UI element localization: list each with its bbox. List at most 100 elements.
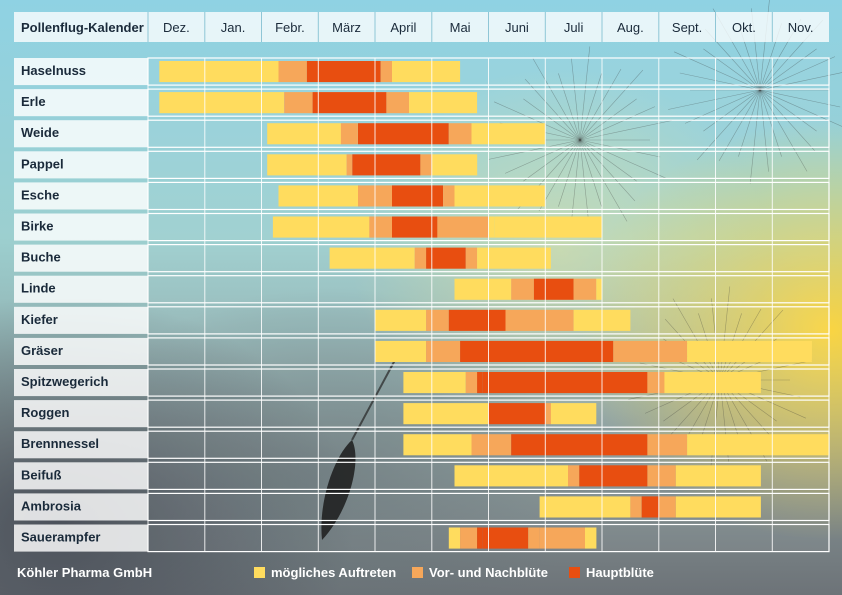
dandelion-filament: [579, 68, 622, 141]
bloom-segment-possible: [159, 61, 279, 83]
plant-row: Beifuß: [14, 461, 830, 490]
bloom-segment-main: [477, 527, 483, 549]
plant-row: Kiefer: [14, 306, 830, 335]
bloom-segment-prepost: [375, 216, 392, 238]
plant-label-cell: [14, 275, 148, 303]
plant-label-cell: [14, 306, 148, 334]
bloom-segment-prepost: [568, 465, 580, 487]
bloom-segment-possible: [687, 434, 829, 456]
month-gridlines: [147, 58, 830, 552]
bloom-segment-prepost: [647, 434, 688, 456]
plant-label-cell: [14, 58, 148, 86]
bloom-segment-possible: [403, 403, 489, 425]
plant-name: Roggen: [21, 405, 69, 420]
bloom-segment-main: [392, 185, 444, 207]
bloom-segment-prepost: [465, 372, 478, 394]
chart-title: Pollenflug-Kalender: [21, 20, 144, 35]
legend-item-main: Hauptblüte: [569, 565, 654, 580]
bloom-segment-possible: [431, 154, 478, 176]
bloom-segment-main: [312, 92, 387, 114]
plant-row: Erle: [14, 88, 830, 117]
plant-name: Brennnessel: [21, 436, 99, 451]
month-header: Pollenflug-Kalender Dez. Jan. Febr. März Apr…: [14, 12, 829, 42]
bloom-segment-possible: [448, 527, 461, 549]
bloom-segment-prepost: [465, 247, 478, 269]
month-label: Aug.: [617, 20, 644, 35]
plant-row: Haselnuss: [14, 57, 830, 86]
plant-row: Weide: [14, 119, 830, 148]
bloom-segment-prepost: [471, 434, 489, 456]
plant-name: Ambrosia: [21, 498, 82, 513]
bloom-segment-main: [431, 247, 466, 269]
bloom-segment-possible: [267, 123, 341, 145]
plant-name: Buche: [21, 250, 61, 265]
month-label: April: [390, 20, 416, 35]
plant-row: Linde: [14, 275, 830, 304]
bloom-segment-prepost: [647, 372, 659, 394]
plant-label-cell: [14, 369, 148, 397]
plant-rows: Haselnuss Erle Weide Pappel Esche Birke Buche L…: [14, 57, 830, 553]
dandelion-filament: [579, 69, 644, 141]
month-label: Nov.: [788, 20, 814, 35]
month-header-background: [14, 12, 829, 42]
plant-name: Linde: [21, 281, 56, 296]
plant-label-cell: [14, 400, 148, 428]
plant-name: Haselnuss: [21, 63, 86, 78]
plant-name: Spitzwegerich: [21, 374, 108, 389]
plant-label-cell: [14, 151, 148, 179]
legend-swatch: [254, 567, 265, 578]
bloom-segment-possible: [550, 403, 597, 425]
plant-label-cell: [14, 89, 148, 117]
plant-row: Brennnessel: [14, 430, 830, 459]
bloom-segment-prepost: [420, 154, 432, 176]
bloom-segment-possible: [375, 340, 427, 362]
dandelion-filament: [759, 89, 808, 172]
legend-label: mögliches Auftreten: [271, 565, 397, 580]
dandelion-filament: [579, 139, 636, 202]
bloom-segment-prepost: [448, 123, 472, 145]
bloom-segment-prepost: [488, 434, 512, 456]
bloom-segment-main: [426, 247, 432, 269]
bloom-segment-prepost: [528, 527, 540, 549]
bloom-segment-prepost: [647, 465, 676, 487]
bloom-segment-possible: [409, 92, 478, 114]
bloom-segment-prepost: [386, 92, 410, 114]
plant-label-cell: [14, 337, 148, 365]
dandelion-filament: [759, 72, 842, 91]
month-label: Dez.: [163, 20, 190, 35]
bloom-segment-possible: [675, 496, 761, 518]
bloom-segment-prepost: [505, 309, 574, 331]
bloom-segment-possible: [375, 309, 427, 331]
plant-name: Birke: [21, 219, 54, 234]
dandelion-filament: [749, 89, 761, 184]
bloom-segment-main: [358, 123, 449, 145]
bloom-segment-main: [306, 61, 381, 83]
bloom-segment-possible: [454, 465, 568, 487]
bloom-segment-prepost: [630, 496, 642, 518]
bloom-segment-possible: [477, 247, 551, 269]
legend-label: Hauptblüte: [586, 565, 654, 580]
bloom-segment-possible: [272, 216, 370, 238]
bloom-segment-main: [352, 154, 421, 176]
bloom-segment-main: [545, 278, 574, 300]
plant-label-cell: [14, 524, 148, 552]
dandelion-filament: [703, 48, 761, 91]
bloom-segment-main: [511, 434, 648, 456]
plant-label-cell: [14, 493, 148, 521]
bloom-segment-prepost: [443, 185, 455, 207]
bloom-segment-possible: [159, 92, 285, 114]
dandelion-filament: [759, 89, 817, 132]
month-label: Okt.: [732, 20, 756, 35]
bloom-segment-prepost: [278, 61, 307, 83]
plant-label-cell: [14, 244, 148, 272]
dandelion-filament: [759, 89, 841, 108]
bloom-segment-prepost: [460, 527, 478, 549]
plant-name: Erle: [21, 94, 46, 109]
dandelion-filament: [579, 98, 637, 141]
plant-label-cell: [14, 431, 148, 459]
dandelion-filament: [579, 139, 661, 158]
plant-row: Ambrosia: [14, 492, 830, 522]
dandelion-filament: [672, 298, 721, 381]
bloom-segment-prepost: [573, 278, 597, 300]
plant-row: Buche: [14, 244, 830, 273]
